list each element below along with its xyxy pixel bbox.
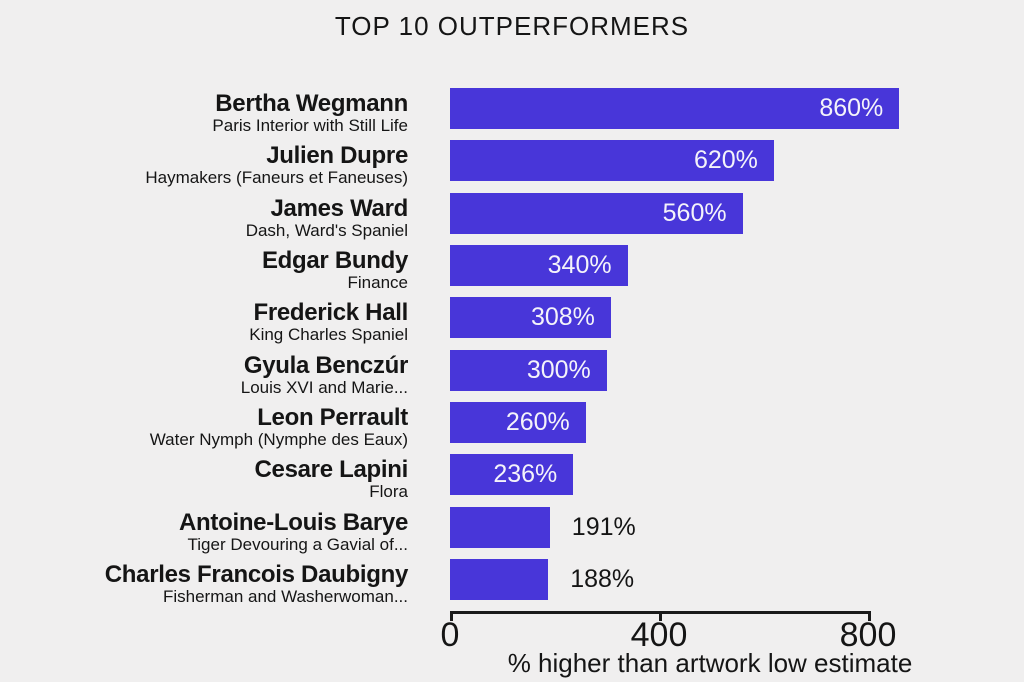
artwork-title: Fisherman and Washerwoman...: [162, 587, 408, 607]
row-label-group: Leon Perrault Water Nymph (Nymphe des Eau…: [0, 402, 450, 454]
artist-name: James Ward: [270, 194, 408, 222]
row-label-group: Charles Francois Daubigny Fisherman and W…: [0, 559, 450, 611]
bar-track: 620%: [450, 140, 1024, 192]
bar-value-label: 191%: [571, 512, 636, 541]
chart-row: Julien Dupre Haymakers (Faneurs et Faneus…: [0, 140, 1024, 192]
x-axis-tick: [868, 611, 871, 621]
artwork-title: Louis XVI and Marie...: [240, 377, 408, 397]
bar-value-label: 620%: [693, 146, 758, 175]
bar-value-label: 300%: [526, 355, 591, 384]
bar-value-label: 860%: [819, 94, 884, 122]
x-axis-tick: [450, 611, 453, 621]
bar-track: 300%: [450, 349, 1024, 402]
row-label-group: Frederick Hall King Charles Spaniel: [0, 297, 450, 349]
bar-value-label: 308%: [530, 303, 595, 332]
artwork-title: Tiger Devouring a Gavial of...: [187, 534, 408, 554]
chart-row: Gyula Benczúr Louis XVI and Marie... 300%: [0, 349, 1024, 402]
bar: 191%: [450, 506, 636, 548]
chart-row: Charles Francois Daubigny Fisherman and W…: [0, 559, 1024, 611]
chart-row: James Ward Dash, Ward's Spaniel 560%: [0, 192, 1024, 245]
bar-value-label: 188%: [570, 565, 635, 594]
artist-name: Charles Francois Daubigny: [104, 561, 409, 589]
chart-row: Frederick Hall King Charles Spaniel 308%: [0, 297, 1024, 349]
artwork-title: Water Nymph (Nymphe des Eaux): [149, 430, 408, 450]
bar-rows: Bertha Wegmann Paris Interior with Still …: [0, 88, 1024, 611]
bar-track: 260%: [450, 402, 1024, 454]
x-axis-label: % higher than artwork low estimate: [507, 648, 913, 678]
artist-name: Frederick Hall: [253, 299, 408, 327]
row-label-group: Antoine-Louis Barye Tiger Devouring a Gav…: [0, 507, 450, 559]
artwork-title: Finance: [347, 273, 408, 293]
chart-row: Leon Perrault Water Nymph (Nymphe des Eau…: [0, 402, 1024, 454]
bar-track: 188%: [450, 559, 1024, 611]
artist-name: Leon Perrault: [257, 404, 408, 432]
bar: 560%: [450, 192, 743, 234]
bar-track: 236%: [450, 454, 1024, 506]
bar: 300%: [450, 349, 607, 391]
bar-value-label: 260%: [505, 408, 570, 437]
artwork-title: Haymakers (Faneurs et Faneuses): [145, 168, 408, 188]
artist-name: Edgar Bundy: [261, 247, 408, 275]
x-axis-tick-label: 400: [630, 616, 688, 654]
bar-value-label: 236%: [493, 460, 558, 489]
artwork-title: Paris Interior with Still Life: [212, 116, 408, 135]
bar-track: 191%: [450, 506, 1024, 559]
artwork-title: King Charles Spaniel: [249, 325, 408, 345]
row-label-group: Edgar Bundy Finance: [0, 245, 450, 297]
bar: 188%: [450, 559, 634, 601]
artist-name: Julien Dupre: [266, 142, 408, 170]
bar-value-label: 340%: [547, 251, 612, 280]
artist-name: Cesare Lapini: [254, 456, 409, 484]
x-axis-tick: [659, 611, 662, 621]
artist-name: Gyula Benczúr: [243, 351, 408, 379]
bar: 620%: [450, 140, 774, 182]
chart-row: Edgar Bundy Finance 340%: [0, 245, 1024, 297]
x-axis-tick-label: 800: [839, 616, 897, 654]
chart-row: Bertha Wegmann Paris Interior with Still …: [0, 88, 1024, 140]
chart-title: TOP 10 OUTPERFORMERS: [334, 11, 690, 41]
row-label-group: Gyula Benczúr Louis XVI and Marie...: [0, 350, 450, 402]
bar-value-label: 560%: [662, 198, 727, 227]
artist-name: Bertha Wegmann: [215, 90, 408, 117]
row-label-group: Bertha Wegmann Paris Interior with Still …: [0, 88, 450, 140]
bar-track: 340%: [450, 245, 1024, 297]
bar: 236%: [450, 454, 574, 496]
bar-track: 308%: [450, 297, 1024, 349]
row-label-group: James Ward Dash, Ward's Spaniel: [0, 193, 450, 245]
row-label-group: Cesare Lapini Flora: [0, 454, 450, 506]
artwork-title: Dash, Ward's Spaniel: [245, 220, 408, 240]
bar: 260%: [450, 402, 586, 444]
bar: 860%: [450, 88, 900, 129]
chart-row: Antoine-Louis Barye Tiger Devouring a Gav…: [0, 506, 1024, 559]
artist-name: Antoine-Louis Barye: [179, 508, 408, 536]
bar: 308%: [450, 297, 611, 339]
chart-row: Cesare Lapini Flora 236%: [0, 454, 1024, 506]
bar-track: 860%: [450, 88, 1024, 140]
bar: 340%: [450, 245, 628, 287]
row-label-group: Julien Dupre Haymakers (Faneurs et Faneus…: [0, 140, 450, 192]
artwork-title: Flora: [369, 482, 408, 502]
bar-track: 560%: [450, 192, 1024, 245]
x-axis-tick-label: 0: [440, 616, 460, 654]
